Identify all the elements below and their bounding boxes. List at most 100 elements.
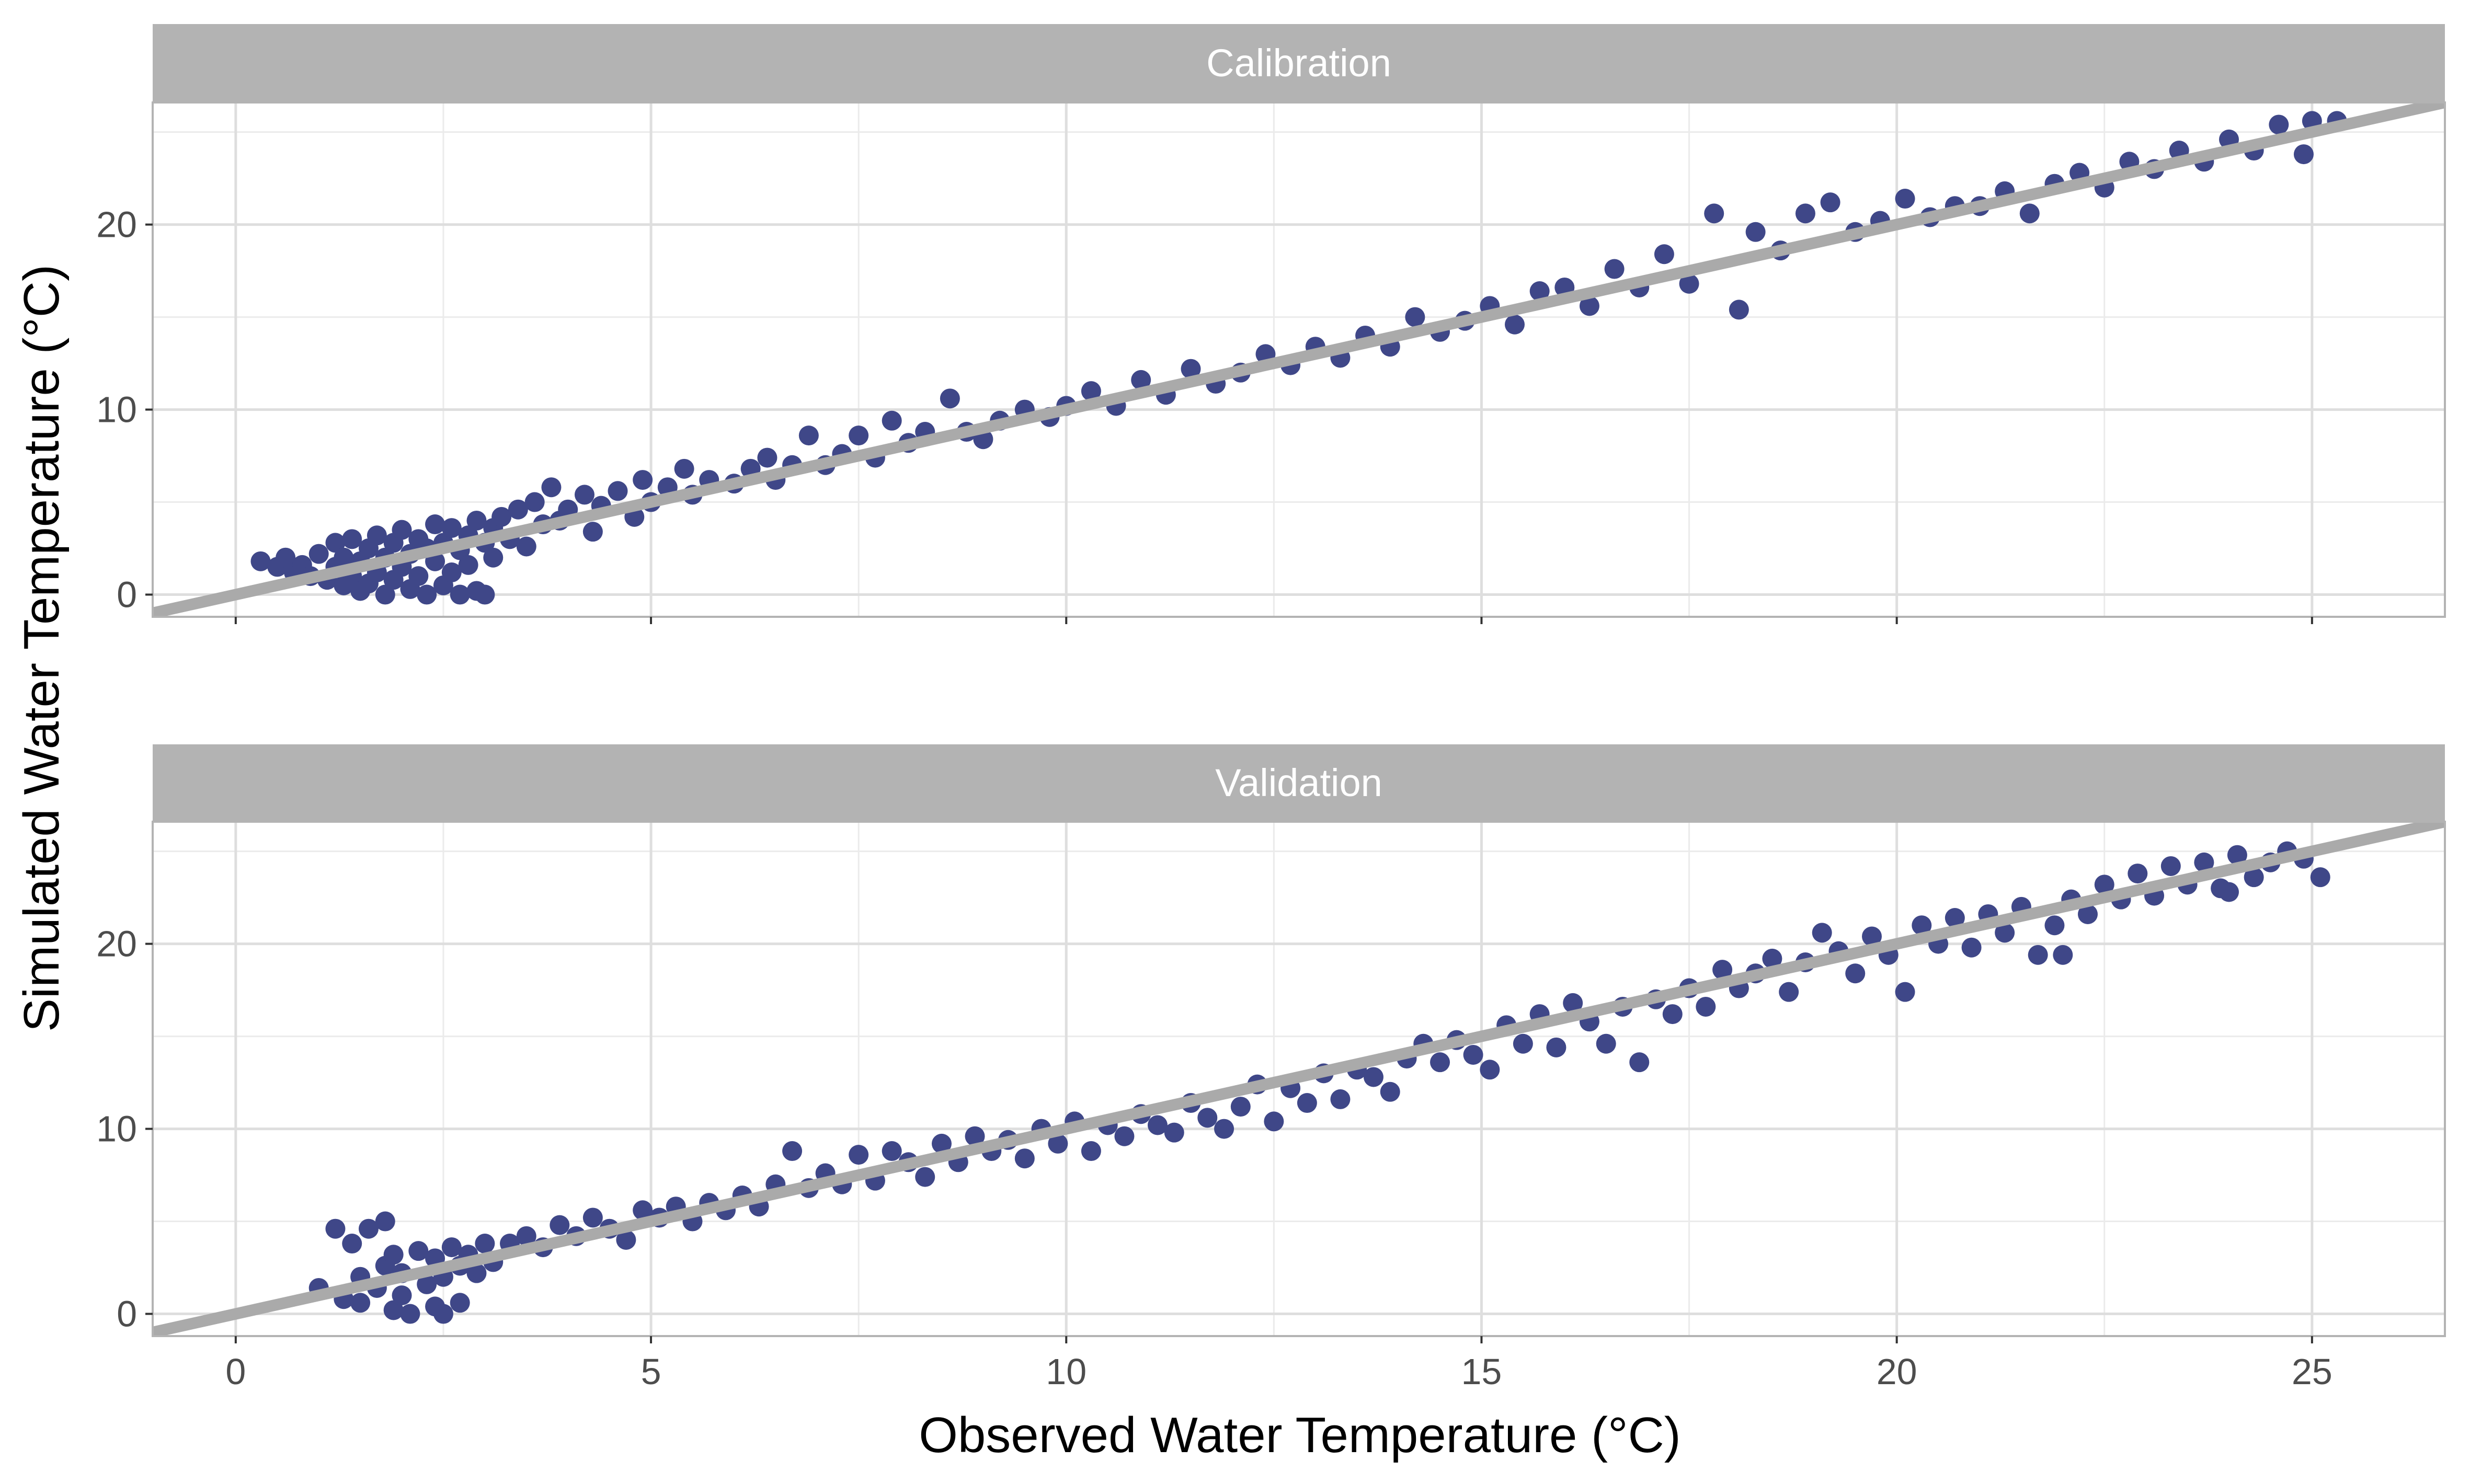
data-point bbox=[1081, 1141, 1101, 1161]
data-point bbox=[798, 425, 819, 446]
data-point bbox=[931, 1133, 952, 1154]
data-point bbox=[1895, 189, 1915, 209]
x-tick-label: 25 bbox=[2292, 1351, 2332, 1392]
data-point bbox=[450, 584, 470, 605]
data-point bbox=[1164, 1122, 1184, 1143]
data-point bbox=[1604, 259, 1625, 279]
data-point bbox=[342, 1234, 362, 1254]
data-point bbox=[466, 1263, 487, 1283]
data-point bbox=[466, 510, 487, 531]
reference-line bbox=[153, 102, 2445, 617]
strip-header bbox=[153, 744, 2445, 822]
data-point bbox=[1912, 915, 1932, 936]
data-point bbox=[1563, 993, 1583, 1013]
data-point bbox=[475, 1234, 495, 1254]
data-point bbox=[633, 470, 653, 490]
x-tick-label: 0 bbox=[225, 1351, 246, 1392]
data-point bbox=[392, 1285, 412, 1306]
data-point bbox=[541, 477, 562, 498]
data-point bbox=[1081, 381, 1101, 401]
data-point bbox=[1048, 1133, 1068, 1154]
data-point bbox=[849, 1145, 869, 1165]
data-point bbox=[408, 1241, 429, 1261]
data-point bbox=[516, 536, 536, 557]
data-point bbox=[450, 1293, 470, 1313]
reference-line bbox=[153, 822, 2445, 1336]
panels-group: Calibration 0 10 20 Validation 0 10 20 0 5 10 15 20 2… bbox=[96, 24, 2446, 1392]
data-point bbox=[1795, 203, 1815, 224]
data-point bbox=[358, 1218, 379, 1239]
data-point bbox=[882, 1141, 902, 1161]
data-point bbox=[342, 529, 362, 549]
panel-calibration: Calibration 0 10 20 bbox=[96, 24, 2446, 624]
data-point bbox=[2194, 852, 2214, 872]
data-point bbox=[1147, 1115, 1168, 1135]
data-point bbox=[417, 584, 437, 605]
data-point bbox=[508, 499, 528, 520]
data-point bbox=[2128, 864, 2148, 884]
data-point bbox=[2077, 904, 2098, 924]
data-point bbox=[550, 1215, 570, 1235]
data-point bbox=[1662, 1004, 1683, 1025]
data-point bbox=[1845, 963, 1866, 984]
data-point bbox=[849, 425, 869, 446]
data-point bbox=[1696, 996, 1716, 1017]
data-point bbox=[2094, 875, 2114, 895]
data-point bbox=[2219, 882, 2239, 902]
data-point bbox=[1679, 273, 1699, 294]
data-point bbox=[2227, 845, 2247, 865]
data-point bbox=[1405, 307, 1425, 327]
data-point bbox=[325, 1218, 346, 1239]
data-point bbox=[1945, 908, 1965, 928]
data-point bbox=[458, 555, 478, 575]
strip-title: Calibration bbox=[1206, 41, 1391, 85]
data-point bbox=[1264, 1111, 1284, 1132]
panel-validation: Validation 0 10 20 0 5 10 15 20 25 bbox=[96, 744, 2446, 1392]
data-point bbox=[757, 447, 777, 468]
data-point bbox=[367, 525, 387, 546]
data-point bbox=[350, 1293, 371, 1313]
data-point bbox=[1480, 1060, 1500, 1080]
data-point bbox=[1779, 982, 1799, 1002]
data-point bbox=[1961, 937, 1982, 958]
x-axis-title: Observed Water Temperature (°C) bbox=[919, 1407, 1681, 1463]
data-point bbox=[375, 1211, 395, 1232]
data-point bbox=[383, 1245, 404, 1265]
data-point bbox=[441, 518, 462, 538]
y-tick-label: 10 bbox=[96, 389, 137, 430]
data-point bbox=[1430, 1052, 1450, 1073]
data-point bbox=[633, 1200, 653, 1221]
x-tick-label: 5 bbox=[641, 1351, 661, 1392]
data-point bbox=[491, 507, 512, 527]
y-tick-label: 10 bbox=[96, 1109, 137, 1149]
data-point bbox=[1197, 1108, 1218, 1128]
data-point bbox=[1895, 982, 1915, 1002]
data-point bbox=[375, 584, 395, 605]
data-point bbox=[1579, 296, 1599, 316]
data-point bbox=[582, 1207, 603, 1228]
data-point bbox=[2028, 945, 2048, 965]
data-point bbox=[433, 1304, 453, 1324]
data-point bbox=[308, 544, 329, 564]
data-point bbox=[1463, 1044, 1483, 1065]
y-tick-label: 20 bbox=[96, 924, 137, 964]
data-point bbox=[1363, 1067, 1383, 1087]
x-tick-label: 10 bbox=[1046, 1351, 1087, 1392]
strip-title: Validation bbox=[1215, 761, 1382, 804]
data-point bbox=[2044, 915, 2065, 936]
data-point bbox=[1654, 244, 1674, 264]
data-point bbox=[425, 514, 445, 535]
data-point bbox=[516, 1226, 536, 1246]
data-point bbox=[1330, 1089, 1351, 1109]
data-point bbox=[2053, 945, 2073, 965]
data-point bbox=[400, 1304, 420, 1324]
data-point bbox=[334, 547, 354, 568]
data-point bbox=[882, 410, 902, 431]
data-point bbox=[1704, 203, 1724, 224]
data-point bbox=[441, 562, 462, 583]
data-point bbox=[1629, 1052, 1650, 1073]
data-point bbox=[1014, 1148, 1035, 1169]
data-point bbox=[441, 1237, 462, 1258]
data-point bbox=[1529, 281, 1550, 302]
